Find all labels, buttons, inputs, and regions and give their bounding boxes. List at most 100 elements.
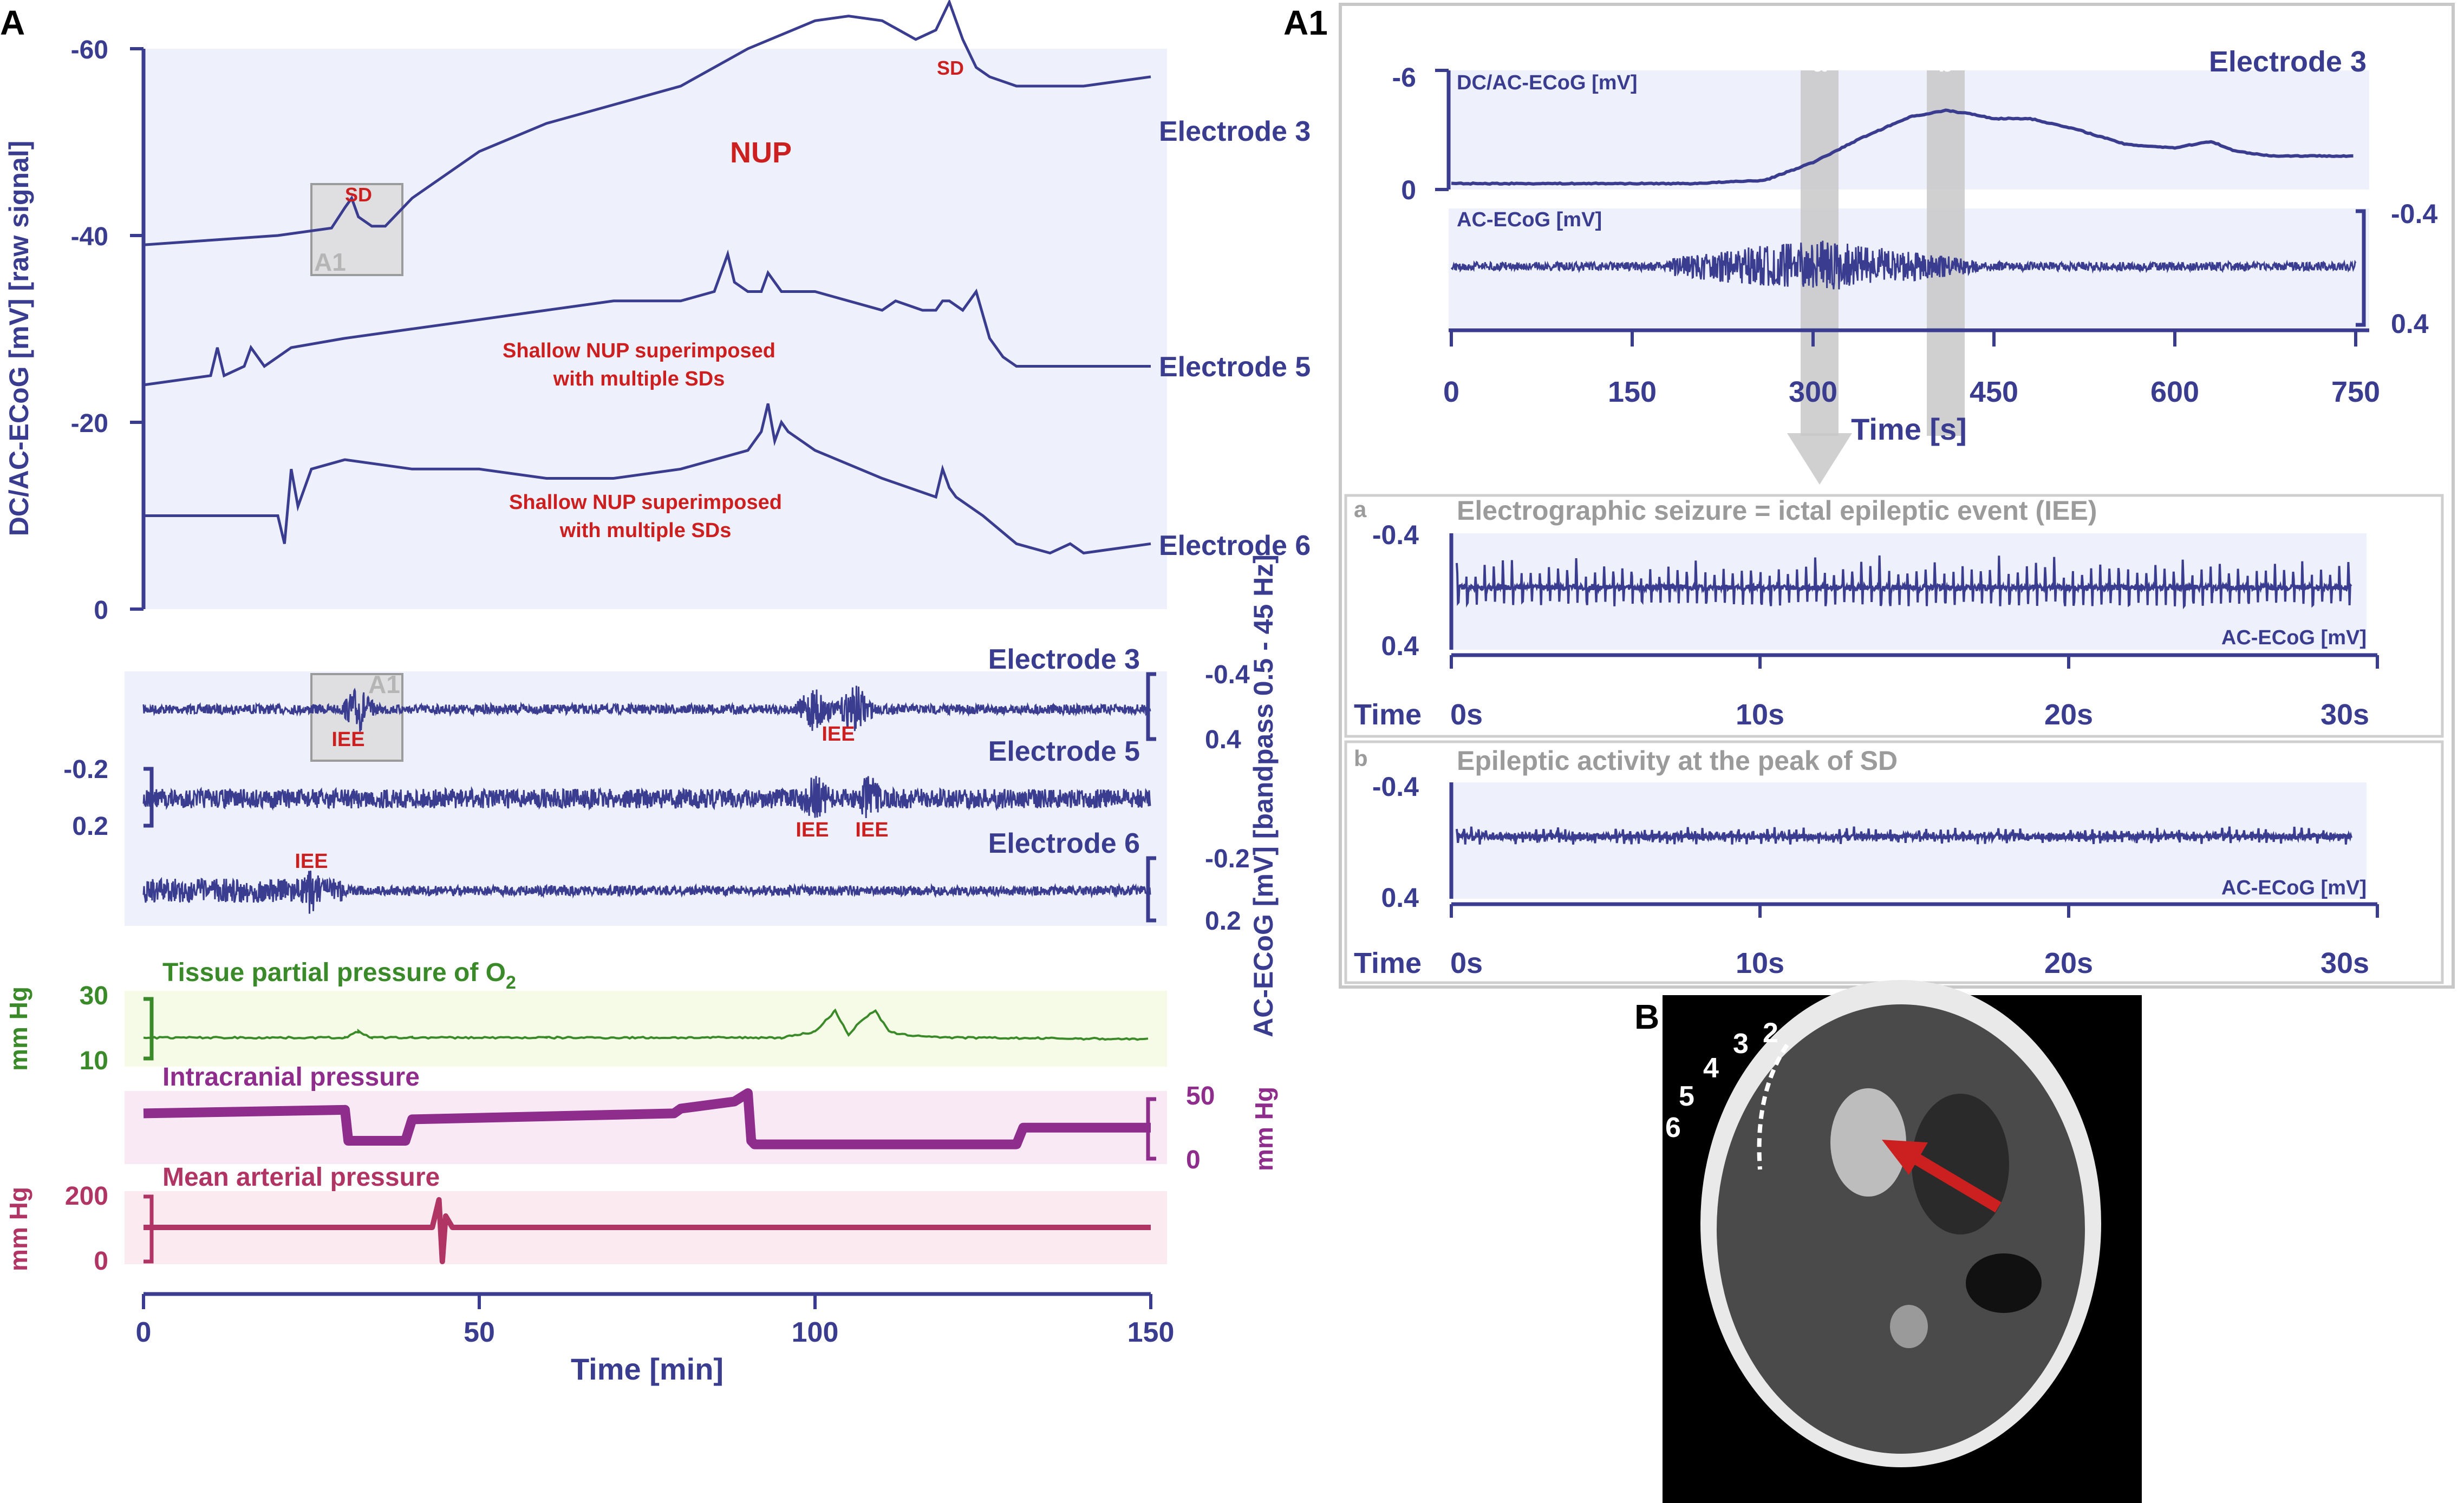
highlight-label-a: a bbox=[1813, 49, 1827, 77]
a1-x-tick-label: 150 bbox=[1608, 376, 1657, 408]
shallow-nup-annotation: with multiple SDs bbox=[553, 368, 725, 390]
ct-pineal bbox=[1890, 1305, 1928, 1348]
pto2-y-label: mm Hg bbox=[4, 986, 32, 1071]
a1-ac-ytick: 0.4 bbox=[2391, 309, 2429, 339]
ac-scale-bars bbox=[144, 672, 1156, 923]
x-tick-label: 0 bbox=[136, 1317, 152, 1348]
pto2-background bbox=[125, 991, 1167, 1067]
pto2-ytick: 10 bbox=[80, 1047, 108, 1075]
shallow-nup-annotation: Shallow NUP superimposed bbox=[503, 339, 775, 362]
nup-annotation: NUP bbox=[730, 136, 792, 169]
panel-a-dc: -60 -40 -20 0 DC/AC-ECoG [mV] [raw signa… bbox=[4, 0, 1311, 625]
subpanel-b-x-label: Time bbox=[1354, 947, 1422, 979]
ct-electrode-numbers: 2 3 4 5 6 bbox=[1665, 1017, 1778, 1143]
map-title: Mean arterial pressure bbox=[162, 1163, 440, 1192]
panel-label-a: A bbox=[0, 3, 25, 42]
a1-x-axis-label: Time [s] bbox=[1851, 412, 1967, 446]
ct-electrode-number: 5 bbox=[1679, 1081, 1694, 1112]
x-axis-label: Time [min] bbox=[571, 1352, 723, 1386]
ct-ventricle bbox=[1966, 1253, 2042, 1313]
panel-a-pto2: Tissue partial pressure of O2 30 10 mm H… bbox=[4, 958, 1167, 1075]
electrode-3-label: Electrode 3 bbox=[1159, 116, 1311, 147]
dc-y-ticklabels: -60 -40 -20 0 bbox=[71, 36, 144, 625]
map-trace bbox=[144, 1197, 1151, 1264]
icp-ytick: 0 bbox=[1186, 1146, 1201, 1174]
a1-x-axis-ticks: 0 150 300 450 600 750 bbox=[1443, 330, 2380, 408]
electrode-5-dc-trace bbox=[143, 249, 1151, 387]
subpanel-b-trace-label: AC-ECoG [mV] bbox=[2221, 877, 2367, 899]
subpanel-a-title: Electrographic seizure = ictal epileptic… bbox=[1457, 495, 2097, 526]
subpanel-b-letter: b bbox=[1354, 746, 1368, 771]
a1-dc-background bbox=[1449, 70, 2369, 189]
icp-background bbox=[125, 1091, 1167, 1164]
electrode-5-ac-label: Electrode 5 bbox=[988, 736, 1140, 767]
pto2-title-main: Tissue partial pressure of O bbox=[162, 958, 506, 987]
x-axis-ticks: 0 50 100 150 bbox=[136, 1294, 1174, 1348]
iee-annotation: IEE bbox=[796, 819, 829, 841]
ac-scale-tick: 0.2 bbox=[72, 812, 108, 841]
x-tick-label: 100 bbox=[792, 1317, 839, 1348]
a1-dc-ytick: 0 bbox=[1401, 175, 1416, 205]
a1-ac-scale-bar bbox=[2356, 209, 2366, 327]
a1-dc-label: DC/AC-ECoG [mV] bbox=[1457, 71, 1638, 94]
dc-ytick-label: -60 bbox=[71, 36, 108, 64]
arrow-down-a bbox=[1787, 433, 1852, 485]
a1-x-tick-label: 0 bbox=[1443, 376, 1459, 408]
sub-x-tick-label: 30s bbox=[2320, 698, 2369, 731]
map-ytick: 200 bbox=[65, 1182, 108, 1211]
a1-dc-trace bbox=[1451, 108, 2354, 186]
subpanel-a-ytick: 0.4 bbox=[1381, 631, 1419, 661]
iee-annotation: IEE bbox=[822, 723, 855, 746]
a1-ac-ytick: -0.4 bbox=[2391, 199, 2437, 229]
a1-x-tick-label: 600 bbox=[2150, 376, 2199, 408]
electrode-6-dc-trace bbox=[144, 403, 1151, 555]
panel-a-ac: A1 Electrode 3 Electrode 5 Electrode 6 -… bbox=[63, 554, 1279, 1037]
a1-dc-ytick: -6 bbox=[1392, 62, 1416, 93]
sub-x-tick-label: 0s bbox=[1450, 698, 1483, 731]
subpanel-b-ytick: 0.4 bbox=[1381, 883, 1419, 913]
panel-a-map: Mean arterial pressure 200 0 mm Hg bbox=[4, 1163, 1167, 1276]
panel-label-b: B bbox=[1634, 997, 1659, 1036]
subpanel-a-x-ticks: 0s 10s 20s 30s bbox=[1450, 655, 2379, 731]
pto2-scale-bar bbox=[144, 997, 154, 1061]
subpanel-b-ytick: -0.4 bbox=[1372, 772, 1419, 802]
iee-annotation: IEE bbox=[331, 728, 364, 751]
electrode-6-ac-label: Electrode 6 bbox=[988, 828, 1140, 859]
subpanel-b-title: Epileptic activity at the peak of SD bbox=[1457, 746, 1898, 776]
subpanel-a-letter: a bbox=[1354, 496, 1367, 522]
subpanel-b-background bbox=[1451, 782, 2367, 899]
sub-x-tick-label: 20s bbox=[2044, 698, 2093, 731]
electrode-6-ac-trace bbox=[142, 871, 1151, 914]
ac-scale-tick: -0.2 bbox=[63, 755, 108, 784]
a1-ac-label: AC-ECoG [mV] bbox=[1457, 208, 1602, 231]
ac-scale-tick: 0.4 bbox=[1205, 726, 1241, 754]
dc-ytick-label: 0 bbox=[94, 596, 108, 625]
ac-scale-tick: 0.2 bbox=[1205, 907, 1241, 936]
subpanel-b-trace bbox=[1456, 826, 2352, 845]
dc-plot-background bbox=[144, 49, 1167, 609]
a1-inset-label: A1 bbox=[368, 670, 400, 698]
subpanel-b-x-ticks: 0s 10s 20s 30s bbox=[1450, 904, 2379, 979]
x-tick-label: 50 bbox=[464, 1317, 495, 1348]
ct-lesion-arrow bbox=[1908, 1151, 2002, 1213]
a1-ac-trace bbox=[1450, 240, 2357, 290]
electrode-6-label: Electrode 6 bbox=[1159, 530, 1311, 561]
sub-x-tick-label: 20s bbox=[2044, 947, 2093, 979]
a1-inset-label: A1 bbox=[314, 248, 346, 276]
highlight-label-b: b bbox=[1938, 49, 1953, 77]
ct-electrode-number: 3 bbox=[1733, 1028, 1749, 1060]
dc-y-axis-label: DC/AC-ECoG [mV] [raw signal] bbox=[4, 141, 34, 537]
ac-scale-tick: -0.4 bbox=[1205, 661, 1250, 689]
ct-electrode-number: 2 bbox=[1763, 1017, 1778, 1049]
panel-b-ct: 2 3 4 5 6 bbox=[1663, 980, 2142, 1503]
icp-ytick: 50 bbox=[1186, 1082, 1215, 1110]
ct-electrode-number: 4 bbox=[1703, 1053, 1719, 1084]
pto2-trace bbox=[143, 1008, 1149, 1041]
highlight-band-b bbox=[1927, 70, 1965, 436]
a1-x-tick-label: 450 bbox=[1970, 376, 2018, 408]
panel-a-x-axis: 0 50 100 150 Time [min] bbox=[136, 1292, 1174, 1386]
electrode-5-ac-trace bbox=[142, 776, 1151, 819]
a1-electrode-title: Electrode 3 bbox=[2209, 45, 2367, 78]
a1-x-tick-label: 750 bbox=[2331, 376, 2380, 408]
